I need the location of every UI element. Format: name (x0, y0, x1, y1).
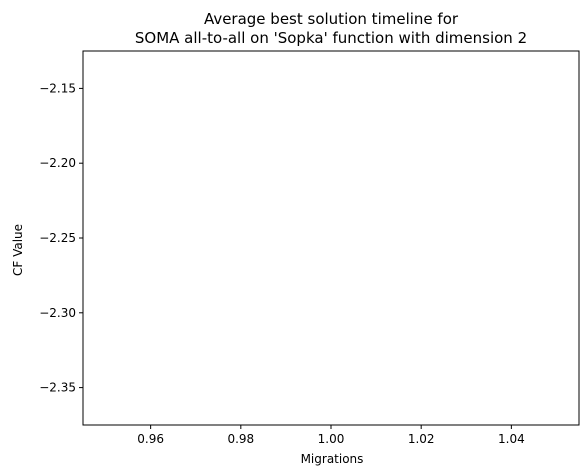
y-tick-label: −2.15 (39, 81, 76, 95)
x-tick-label: 0.96 (137, 432, 164, 446)
x-axis-label: Migrations (301, 452, 364, 466)
y-axis-label: CF Value (11, 224, 25, 276)
chart-title-line: Average best solution timeline for (204, 10, 459, 28)
x-tick-label: 1.02 (408, 432, 435, 446)
x-tick-label: 0.98 (227, 432, 254, 446)
y-tick-label: −2.35 (39, 381, 76, 395)
chart-title-line: SOMA all-to-all on 'Sopka' function with… (135, 29, 527, 47)
y-axis-ticks: −2.15 −2.20 −2.25 −2.30 −2.35 (39, 81, 83, 395)
x-tick-label: 1.04 (498, 432, 525, 446)
y-tick-label: −2.30 (39, 306, 76, 320)
x-axis-ticks: 0.96 0.98 1.00 1.02 1.04 (137, 425, 525, 446)
y-tick-label: −2.20 (39, 156, 76, 170)
x-tick-label: 1.00 (318, 432, 345, 446)
y-tick-label: −2.25 (39, 231, 76, 245)
